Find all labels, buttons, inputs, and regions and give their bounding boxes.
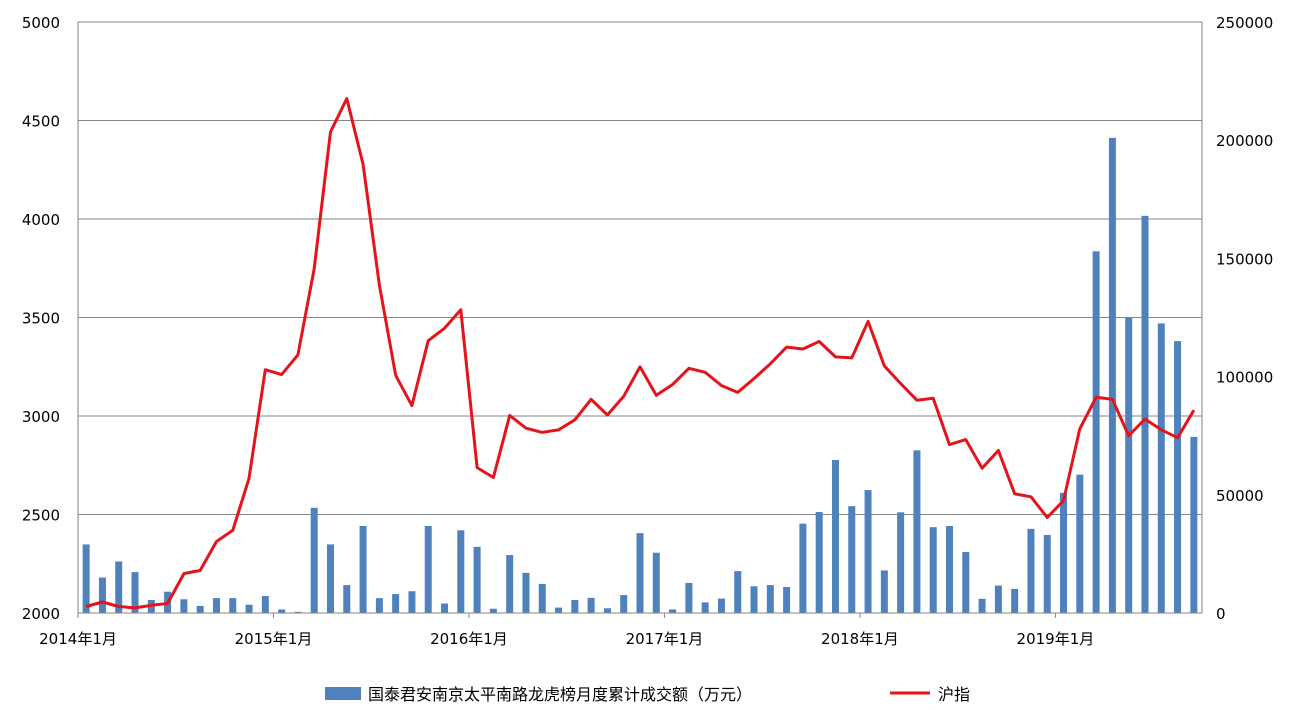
y-right-tick-label: 150000 — [1216, 250, 1273, 268]
bar — [620, 595, 628, 613]
bar-series — [82, 137, 1198, 614]
y-left-tick-label: 3000 — [22, 408, 60, 426]
bar — [978, 598, 986, 613]
x-tick-label: 2014年1月 — [39, 630, 117, 648]
x-tick-label: 2019年1月 — [1017, 630, 1095, 648]
legend-label-bar: 国泰君安南京太平南路龙虎榜月度累计成交额（万元） — [368, 685, 752, 704]
bar — [864, 490, 872, 613]
bar — [636, 533, 644, 613]
bar — [522, 572, 530, 613]
bar — [669, 609, 677, 613]
bar — [766, 585, 774, 613]
bar — [750, 586, 758, 613]
bar — [603, 608, 611, 613]
bar — [489, 608, 497, 613]
legend: 国泰君安南京太平南路龙虎榜月度累计成交额（万元） 沪指 — [325, 685, 970, 704]
bar — [457, 530, 465, 613]
bar — [946, 526, 954, 613]
bar — [1108, 137, 1116, 613]
bar — [1190, 436, 1198, 613]
bar — [587, 597, 595, 613]
bar — [962, 552, 970, 613]
bar — [261, 595, 269, 613]
bar — [131, 572, 139, 613]
bar — [212, 598, 220, 613]
bar — [897, 512, 905, 613]
bar — [1125, 317, 1133, 613]
bar — [783, 586, 791, 613]
bar — [1157, 323, 1165, 613]
bar — [1043, 534, 1051, 613]
x-tick-label: 2018年1月 — [821, 630, 899, 648]
bar — [913, 450, 921, 613]
bar — [831, 460, 839, 613]
bar — [196, 605, 204, 613]
bar — [278, 609, 286, 613]
bar — [82, 544, 90, 613]
y-right-tick-label: 100000 — [1216, 369, 1273, 387]
y-axis-left-tick-labels: 2000 2500 3000 3500 4000 4500 5000 — [22, 14, 60, 623]
y-left-tick-label: 3500 — [22, 310, 60, 328]
bar — [506, 555, 514, 613]
bar — [98, 577, 106, 613]
bar — [294, 611, 302, 613]
bar — [408, 591, 416, 613]
bar — [310, 507, 318, 613]
axes — [77, 22, 1203, 618]
bar — [848, 506, 856, 613]
legend-swatch-bar — [325, 687, 361, 700]
bar — [717, 598, 725, 613]
bar — [343, 585, 351, 613]
x-tick-label: 2017年1月 — [626, 630, 704, 648]
x-tick-label: 2015年1月 — [235, 630, 313, 648]
bar — [538, 583, 546, 613]
y-axis-right-tick-labels: 0 50000 100000 150000 200000 250000 — [1216, 14, 1273, 623]
bar — [652, 552, 660, 613]
bar — [555, 607, 563, 613]
bar — [115, 561, 123, 613]
bar — [1174, 341, 1182, 613]
line-series — [85, 97, 1196, 610]
x-axis-tick-labels: 2014年1月 2015年1月 2016年1月 2017年1月 2018年1月 2019年… — [39, 630, 1094, 648]
bar — [734, 571, 742, 613]
bar — [229, 598, 237, 613]
y-right-tick-label: 200000 — [1216, 132, 1273, 150]
gridlines — [78, 21, 1202, 614]
bar — [994, 585, 1002, 613]
bar — [799, 523, 807, 613]
bar — [1027, 528, 1035, 613]
y-right-tick-label: 250000 — [1216, 14, 1273, 32]
bar — [1011, 588, 1019, 613]
bar — [815, 512, 823, 613]
bar — [1141, 215, 1149, 613]
bar — [245, 604, 253, 613]
y-left-tick-label: 5000 — [22, 14, 60, 32]
y-left-tick-label: 4000 — [22, 211, 60, 229]
bar — [1076, 474, 1084, 613]
bar — [1060, 492, 1068, 613]
legend-label-line: 沪指 — [938, 685, 970, 704]
y-right-tick-label: 0 — [1216, 605, 1226, 623]
bar — [1092, 251, 1100, 614]
bar — [375, 598, 383, 613]
y-right-tick-label: 50000 — [1216, 487, 1264, 505]
y-left-tick-label: 2000 — [22, 605, 60, 623]
bar — [473, 546, 481, 613]
bar — [424, 526, 432, 613]
bar — [326, 544, 334, 613]
bar — [701, 602, 709, 613]
x-tick-label: 2016年1月 — [430, 630, 508, 648]
bar — [392, 594, 400, 613]
bar — [441, 603, 449, 613]
line-path — [85, 97, 1196, 610]
bar — [685, 582, 693, 613]
bar — [880, 570, 888, 613]
y-left-tick-label: 4500 — [22, 113, 60, 131]
bar — [359, 526, 367, 613]
bar — [929, 527, 937, 613]
bar — [571, 599, 579, 613]
y-left-tick-label: 2500 — [22, 507, 60, 525]
bar — [180, 599, 188, 613]
